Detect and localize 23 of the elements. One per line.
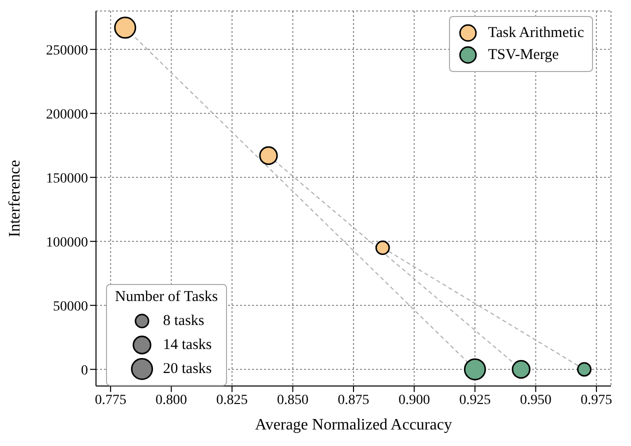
legend-label: 20 tasks	[163, 360, 212, 378]
x-tick-label: 0.850	[277, 392, 309, 408]
legend-label: 8 tasks	[163, 312, 204, 330]
legend-label: 14 tasks	[163, 336, 212, 354]
legend-title: Number of Tasks	[115, 289, 218, 306]
y-tick-label: 50000	[53, 299, 88, 314]
y-tick-label: 150000	[46, 171, 88, 186]
y-tick-label: 250000	[46, 43, 88, 58]
x-tick-label: 0.950	[520, 392, 552, 408]
x-tick-label: 0.800	[156, 392, 188, 408]
legend-label: TSV-Merge	[488, 46, 559, 64]
x-tick-label: 0.925	[459, 392, 491, 408]
y-tick-label: 100000	[46, 235, 88, 250]
legend-label: Task Arithmetic	[488, 24, 584, 42]
y-tick-label: 0	[81, 363, 88, 378]
x-axis-title: Average Normalized Accuracy	[255, 416, 452, 434]
x-tick-label: 0.875	[338, 392, 370, 408]
x-tick-label: 0.825	[216, 392, 248, 408]
x-tick-label: 0.900	[398, 392, 430, 408]
x-tick-label: 0.975	[580, 392, 612, 408]
y-tick-label: 200000	[46, 107, 88, 122]
x-tick-label: 0.775	[94, 392, 126, 408]
y-axis-title: Interference	[6, 160, 24, 238]
